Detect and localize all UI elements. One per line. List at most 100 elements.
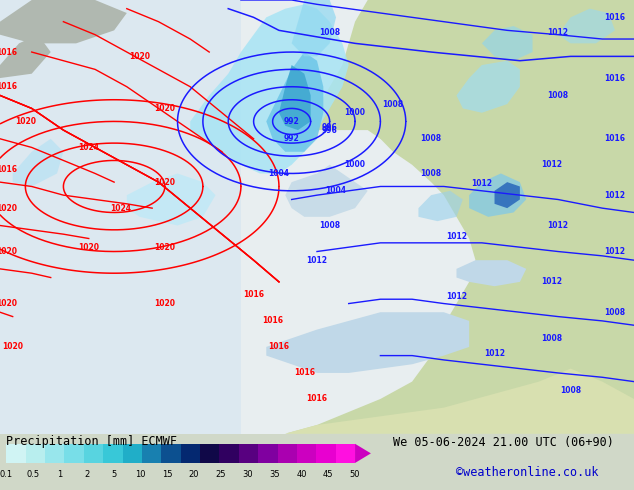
Text: 35: 35 xyxy=(269,470,280,479)
Text: 1000: 1000 xyxy=(344,160,366,169)
Text: 1020: 1020 xyxy=(154,299,176,308)
Bar xyxy=(122,444,142,463)
Polygon shape xyxy=(0,0,241,434)
Text: 992: 992 xyxy=(284,117,299,126)
Text: 0.5: 0.5 xyxy=(27,470,40,479)
Text: 1008: 1008 xyxy=(319,221,340,230)
Text: 45: 45 xyxy=(323,470,333,479)
Polygon shape xyxy=(127,173,216,225)
Text: 40: 40 xyxy=(296,470,307,479)
Polygon shape xyxy=(13,139,63,187)
Polygon shape xyxy=(456,260,526,286)
Polygon shape xyxy=(558,9,615,44)
Polygon shape xyxy=(0,0,127,44)
Text: 1008: 1008 xyxy=(547,91,569,100)
Bar xyxy=(6,444,26,463)
Polygon shape xyxy=(266,52,323,152)
Polygon shape xyxy=(482,26,533,61)
Bar xyxy=(335,444,355,463)
Text: 1016: 1016 xyxy=(262,317,283,325)
Text: 996: 996 xyxy=(322,123,337,132)
Bar xyxy=(65,444,84,463)
Text: ©weatheronline.co.uk: ©weatheronline.co.uk xyxy=(456,466,599,479)
Text: 2: 2 xyxy=(84,470,89,479)
Text: 25: 25 xyxy=(216,470,226,479)
Polygon shape xyxy=(241,0,634,434)
Bar xyxy=(103,444,122,463)
Text: 1024: 1024 xyxy=(110,204,131,213)
Text: 1020: 1020 xyxy=(154,104,176,113)
Text: 1020: 1020 xyxy=(78,243,100,252)
Bar xyxy=(45,444,65,463)
Text: 1008: 1008 xyxy=(560,386,581,395)
Text: 1004: 1004 xyxy=(325,186,347,196)
Text: 1016: 1016 xyxy=(0,82,17,91)
Text: 1020: 1020 xyxy=(0,299,17,308)
Text: 1016: 1016 xyxy=(243,291,264,299)
Text: 1016: 1016 xyxy=(306,394,328,403)
Text: 1012: 1012 xyxy=(446,292,467,301)
Text: 1008: 1008 xyxy=(319,28,340,37)
Text: 1012: 1012 xyxy=(541,277,562,286)
Polygon shape xyxy=(279,65,311,130)
Text: 1016: 1016 xyxy=(0,165,17,173)
Text: 15: 15 xyxy=(162,470,172,479)
Text: 1016: 1016 xyxy=(604,74,626,82)
Text: 5: 5 xyxy=(111,470,116,479)
Polygon shape xyxy=(0,35,51,78)
Polygon shape xyxy=(456,61,520,113)
Bar xyxy=(200,444,219,463)
Text: 1016: 1016 xyxy=(294,368,315,377)
Polygon shape xyxy=(495,182,520,208)
Text: 1016: 1016 xyxy=(268,343,290,351)
Text: 992: 992 xyxy=(284,134,299,143)
Text: 1016: 1016 xyxy=(604,134,626,143)
Polygon shape xyxy=(190,4,349,173)
Bar xyxy=(161,444,181,463)
Text: 1012: 1012 xyxy=(547,28,569,37)
Text: 1020: 1020 xyxy=(154,178,176,187)
Text: 1020: 1020 xyxy=(129,52,150,61)
Polygon shape xyxy=(292,0,336,56)
Bar xyxy=(297,444,316,463)
Bar xyxy=(181,444,200,463)
Text: Precipitation [mm] ECMWF: Precipitation [mm] ECMWF xyxy=(6,435,178,448)
Polygon shape xyxy=(355,444,371,463)
Bar xyxy=(142,444,161,463)
Bar xyxy=(219,444,239,463)
Text: 1024: 1024 xyxy=(78,143,100,152)
Polygon shape xyxy=(304,0,469,152)
Text: 1008: 1008 xyxy=(420,169,442,178)
Text: 1008: 1008 xyxy=(541,334,562,343)
Text: 1012: 1012 xyxy=(604,191,626,199)
Text: 1004: 1004 xyxy=(268,169,290,178)
Bar xyxy=(84,444,103,463)
Text: 1012: 1012 xyxy=(604,247,626,256)
Text: 50: 50 xyxy=(350,470,360,479)
Bar xyxy=(258,444,278,463)
Text: 1012: 1012 xyxy=(547,221,569,230)
Bar xyxy=(239,444,258,463)
Text: 1012: 1012 xyxy=(446,231,467,241)
Text: 20: 20 xyxy=(189,470,199,479)
Text: 0.1: 0.1 xyxy=(0,470,13,479)
Text: 996: 996 xyxy=(322,125,337,135)
Text: 30: 30 xyxy=(242,470,253,479)
Text: 1012: 1012 xyxy=(471,179,493,189)
Polygon shape xyxy=(285,165,368,217)
Text: 1012: 1012 xyxy=(484,348,505,358)
Text: 1020: 1020 xyxy=(0,247,17,256)
Bar xyxy=(26,444,45,463)
Polygon shape xyxy=(418,191,463,221)
Text: 1020: 1020 xyxy=(2,343,23,351)
Text: 1020: 1020 xyxy=(0,204,17,213)
Text: 1: 1 xyxy=(57,470,63,479)
Text: 1012: 1012 xyxy=(306,256,328,265)
Polygon shape xyxy=(469,173,526,217)
Text: 10: 10 xyxy=(135,470,146,479)
Text: 1016: 1016 xyxy=(604,13,626,22)
Text: 1008: 1008 xyxy=(382,99,404,109)
Text: 1008: 1008 xyxy=(420,134,442,143)
Text: 1000: 1000 xyxy=(344,108,366,117)
Bar xyxy=(316,444,335,463)
